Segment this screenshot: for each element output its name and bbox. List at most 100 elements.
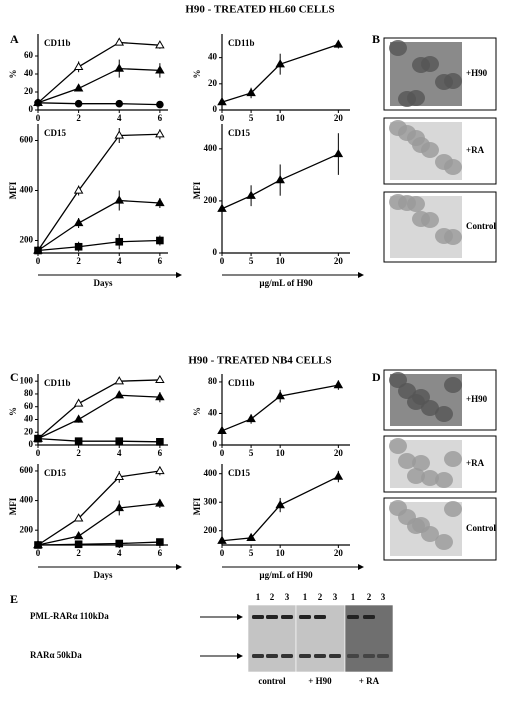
marker xyxy=(156,100,164,109)
marker xyxy=(275,499,285,509)
x-axis-label: Days xyxy=(93,278,112,288)
y-tick-label: 0 xyxy=(213,439,218,449)
arrow-head xyxy=(358,272,364,278)
marker xyxy=(74,437,83,445)
marker xyxy=(333,39,344,48)
lane-label: 2 xyxy=(367,592,372,602)
band xyxy=(314,654,326,658)
cell xyxy=(421,56,439,72)
group-label: control xyxy=(258,676,286,686)
lane-label: 3 xyxy=(381,592,386,602)
band-label: RARα 50kDa xyxy=(30,650,82,660)
series-line xyxy=(37,394,160,440)
arrow-head xyxy=(176,564,182,570)
band xyxy=(266,654,278,658)
x-tick-label: 0 xyxy=(220,256,225,266)
cell xyxy=(412,455,430,471)
lane-label: 2 xyxy=(318,592,323,602)
cell xyxy=(389,372,407,388)
x-tick-label: 5 xyxy=(249,548,254,558)
marker xyxy=(114,376,125,385)
y-tick-label: 0 xyxy=(29,439,34,449)
cell xyxy=(389,40,407,56)
marker xyxy=(217,203,227,212)
y-tick-label: 0 xyxy=(213,247,218,257)
y-tick-label: 0 xyxy=(29,104,34,114)
x-tick-label: 0 xyxy=(36,256,41,266)
series-line xyxy=(221,384,339,432)
y-tick-label: 0 xyxy=(213,104,218,114)
y-tick-label: 80 xyxy=(24,388,34,398)
y-axis-label: MFI xyxy=(192,497,202,515)
band xyxy=(347,615,359,619)
marker xyxy=(217,535,227,544)
marker xyxy=(275,391,285,400)
y-tick-label: 100 xyxy=(20,375,34,385)
marker xyxy=(114,195,125,204)
marker xyxy=(114,130,125,139)
chart-title: CD15 xyxy=(44,468,66,478)
band xyxy=(329,654,341,658)
marker xyxy=(275,174,285,184)
lane-label: 3 xyxy=(285,592,290,602)
band xyxy=(363,615,375,619)
series-line xyxy=(37,502,160,546)
x-tick-label: 6 xyxy=(158,113,163,123)
marker xyxy=(73,61,84,70)
cell xyxy=(435,534,453,550)
chart-title: CD11b xyxy=(228,378,255,388)
micrograph-label: Control xyxy=(466,221,496,231)
micrograph-label: +RA xyxy=(466,458,485,468)
cell xyxy=(421,400,439,416)
cell xyxy=(435,472,453,488)
x-tick-label: 2 xyxy=(76,256,81,266)
y-tick-label: 200 xyxy=(204,525,218,535)
y-tick-label: 600 xyxy=(20,465,34,475)
band xyxy=(252,615,264,619)
y-tick-label: 40 xyxy=(24,68,34,78)
marker xyxy=(156,438,164,446)
band xyxy=(377,654,389,658)
chart-title: CD15 xyxy=(44,128,66,138)
lane-label: 1 xyxy=(256,592,261,602)
y-axis-label: % xyxy=(8,407,18,416)
band xyxy=(252,654,264,658)
x-tick-label: 4 xyxy=(117,448,122,458)
series-line xyxy=(221,475,339,542)
lane-label: 1 xyxy=(351,592,356,602)
marker xyxy=(217,425,227,434)
marker xyxy=(34,246,42,255)
band xyxy=(281,654,293,658)
y-tick-label: 200 xyxy=(20,524,34,534)
series-line xyxy=(37,102,160,106)
y-tick-label: 400 xyxy=(204,468,218,478)
chart-title: CD15 xyxy=(228,128,250,138)
series-line xyxy=(37,379,160,440)
marker xyxy=(115,539,124,548)
y-axis-label: MFI xyxy=(8,181,18,199)
arrow-head xyxy=(237,653,243,659)
marker xyxy=(114,471,125,481)
band xyxy=(314,615,326,619)
series-line xyxy=(37,541,160,546)
series-line xyxy=(37,199,160,252)
marker xyxy=(115,237,124,246)
cell xyxy=(407,90,425,106)
marker xyxy=(34,434,42,443)
y-tick-label: 40 xyxy=(208,52,218,62)
micrograph-label: +H90 xyxy=(466,394,488,404)
x-tick-label: 0 xyxy=(36,113,41,123)
cell xyxy=(444,377,462,393)
marker xyxy=(34,541,42,549)
marker xyxy=(155,465,165,475)
series-line xyxy=(37,67,160,104)
marker xyxy=(73,217,84,227)
cell xyxy=(398,453,416,469)
panel-label: A xyxy=(10,32,19,46)
y-tick-label: 20 xyxy=(24,426,34,436)
marker xyxy=(155,65,165,74)
x-tick-label: 4 xyxy=(117,256,122,266)
cell xyxy=(407,196,425,212)
x-tick-label: 5 xyxy=(249,256,254,266)
